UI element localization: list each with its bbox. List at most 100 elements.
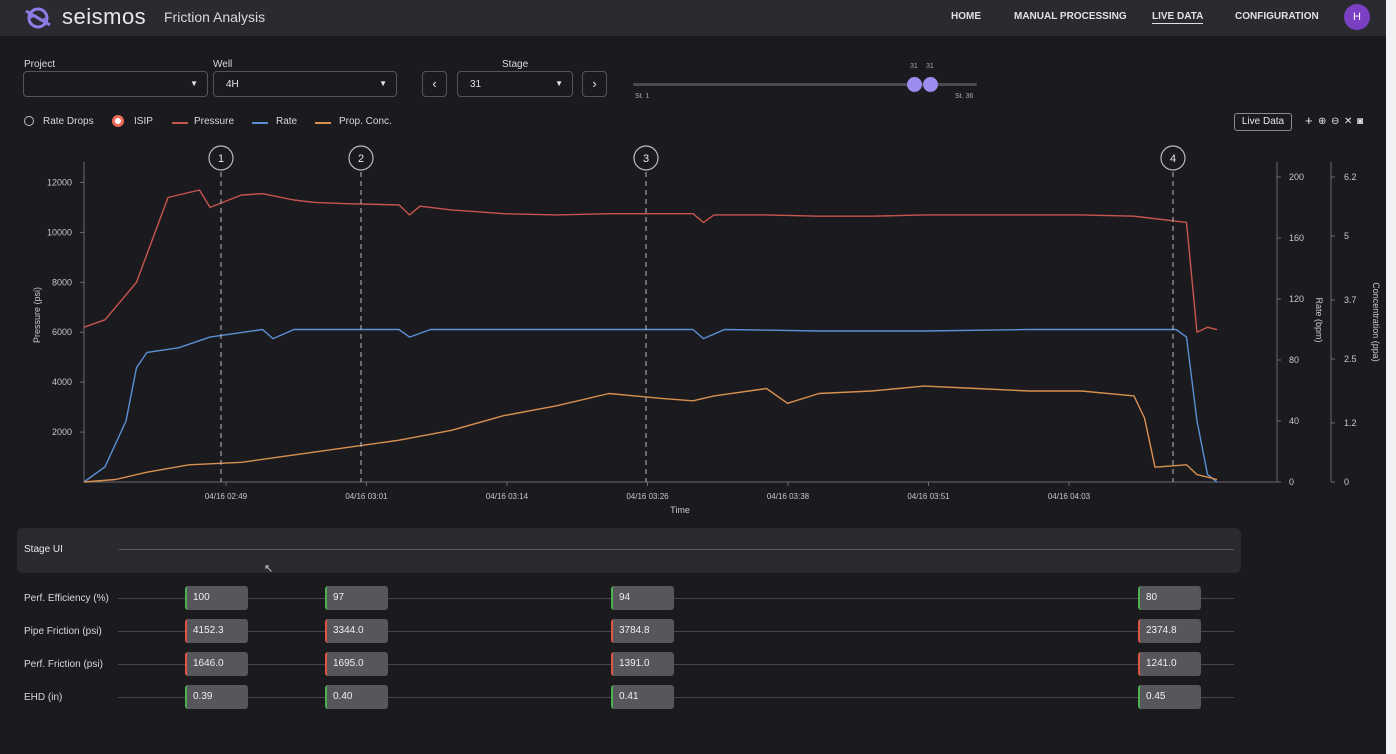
metric-value-cell[interactable]: 0.39 (185, 685, 248, 709)
x-tick-label: 04/16 04:03 (1048, 492, 1091, 501)
chevron-down-icon: ▼ (379, 79, 387, 88)
metric-value-cell[interactable]: 1695.0 (325, 652, 388, 676)
slider-min-label: St. 1 (635, 93, 650, 100)
prop-legend-line (315, 122, 331, 124)
metric-value-cell[interactable]: 94 (611, 586, 674, 610)
slider-high-value: 31 (926, 63, 934, 70)
rate-drops-radio[interactable] (24, 116, 34, 126)
stage-marker-label: 3 (643, 153, 649, 165)
slider-low-value: 31 (910, 63, 918, 70)
metric-value-cell[interactable]: 1241.0 (1138, 652, 1201, 676)
well-select[interactable]: 4H ▼ (213, 71, 397, 97)
slider-low-handle[interactable] (907, 77, 922, 92)
x-tick-label: 04/16 03:26 (626, 492, 669, 501)
metric-value-cell[interactable]: 3784.8 (611, 619, 674, 643)
camera-icon[interactable]: ◙ (1357, 116, 1364, 127)
y-right1-tick-label: 120 (1289, 294, 1304, 304)
metric-row-line (118, 631, 1234, 632)
stage-select[interactable]: 31 ▼ (457, 71, 573, 97)
metric-value-cell[interactable]: 4152.3 (185, 619, 248, 643)
y-right1-tick-label: 80 (1289, 355, 1299, 365)
metric-value-cell[interactable]: 0.40 (325, 685, 388, 709)
y-right1-tick-label: 40 (1289, 416, 1299, 426)
metric-value-cell[interactable]: 0.45 (1138, 685, 1201, 709)
x-tick-label: 04/16 03:14 (486, 492, 529, 501)
stage-marker-circle (208, 145, 234, 171)
nav-manual-processing[interactable]: MANUAL PROCESSING (1014, 11, 1127, 22)
y-left-tick-label: 8000 (52, 277, 72, 287)
legend-rate-drops[interactable]: Rate Drops (43, 116, 94, 127)
isip-radio[interactable] (112, 115, 124, 127)
stage-value: 31 (470, 79, 482, 90)
y-right2-tick-label: 0 (1344, 477, 1349, 487)
project-label: Project (24, 59, 56, 70)
metric-value-cell[interactable]: 100 (185, 586, 248, 610)
top-bar: seismos Friction Analysis HOME MANUAL PR… (0, 0, 1386, 36)
cursor-icon: ↖ (264, 563, 274, 575)
legend-rate[interactable]: Rate (276, 116, 298, 127)
next-stage-button[interactable]: › (582, 71, 607, 97)
stage-range-slider[interactable] (633, 83, 977, 86)
metric-row-line (118, 697, 1234, 698)
stage-marker-circle (1160, 145, 1186, 171)
zoom-in-icon[interactable]: ⊕ (1318, 116, 1327, 127)
chevron-down-icon: ▼ (555, 79, 563, 88)
stage-marker-circle (633, 145, 659, 171)
y-right2-tick-label: 6.2 (1344, 172, 1357, 182)
prev-stage-button[interactable]: ‹ (422, 71, 447, 97)
brand-name: seismos (62, 4, 147, 29)
slider-max-label: St. 36 (955, 93, 974, 100)
metric-value-cell[interactable]: 97 (325, 586, 388, 610)
x-tick-label: 04/16 03:51 (907, 492, 950, 501)
y-right1-axis-label: Rate (bpm) (1314, 297, 1324, 342)
nav-home[interactable]: HOME (951, 11, 981, 22)
plus-icon[interactable]: + (1305, 113, 1313, 128)
friction-chart[interactable]: 1200010000800060004000200020016012080400… (0, 0, 1396, 520)
metric-row-line (118, 598, 1234, 599)
metric-row-label: Pipe Friction (psi) (24, 626, 102, 637)
x-tick-label: 04/16 03:38 (767, 492, 810, 501)
well-value: 4H (226, 79, 239, 90)
rate-legend-line (252, 122, 268, 124)
nav-configuration[interactable]: CONFIGURATION (1235, 11, 1319, 22)
y-right2-tick-label: 5 (1344, 231, 1349, 241)
pressure-legend-line (172, 122, 188, 124)
live-data-button[interactable]: Live Data (1234, 113, 1292, 131)
stage-marker-label: 1 (218, 153, 224, 165)
x-axis-label: Time (670, 505, 690, 515)
slider-high-handle[interactable] (923, 77, 938, 92)
metric-value-cell[interactable]: 1646.0 (185, 652, 248, 676)
window-edge (1386, 0, 1396, 754)
y-left-tick-label: 10000 (47, 227, 72, 237)
zoom-out-icon[interactable]: ⊖ (1331, 116, 1340, 127)
y-right2-tick-label: 3.7 (1344, 295, 1357, 305)
stage-marker-label: 2 (358, 153, 364, 165)
project-select[interactable]: ▼ (23, 71, 208, 97)
metric-value-cell[interactable]: 3344.0 (325, 619, 388, 643)
series-line-rate (83, 328, 1218, 483)
nav-live-data[interactable]: LIVE DATA (1152, 11, 1204, 24)
legend-isip[interactable]: ISIP (134, 116, 153, 127)
x-tick-label: 04/16 03:01 (345, 492, 388, 501)
y-right2-tick-label: 2.5 (1344, 354, 1357, 364)
legend-pressure[interactable]: Pressure (194, 116, 235, 127)
y-right1-tick-label: 160 (1289, 233, 1304, 243)
y-right2-tick-label: 1.2 (1344, 418, 1357, 428)
stage-ui-panel: Stage UI (17, 528, 1241, 573)
stage-marker-circle (348, 145, 374, 171)
app-title: Friction Analysis (164, 9, 266, 25)
stage-marker-label: 4 (1170, 153, 1176, 165)
legend-prop-conc[interactable]: Prop. Conc. (339, 116, 392, 127)
user-avatar[interactable]: H (1344, 4, 1370, 30)
reset-icon[interactable]: ✕ (1344, 116, 1353, 127)
x-tick-label: 04/16 02:49 (205, 492, 248, 501)
metric-value-cell[interactable]: 1391.0 (611, 652, 674, 676)
well-label: Well (213, 59, 233, 70)
metric-value-cell[interactable]: 2374.8 (1138, 619, 1201, 643)
metric-value-cell[interactable]: 80 (1138, 586, 1201, 610)
metric-row-line (118, 664, 1234, 665)
y-left-tick-label: 6000 (52, 327, 72, 337)
metric-row-label: EHD (in) (24, 692, 63, 703)
metric-value-cell[interactable]: 0.41 (611, 685, 674, 709)
y-left-tick-label: 12000 (47, 177, 72, 187)
